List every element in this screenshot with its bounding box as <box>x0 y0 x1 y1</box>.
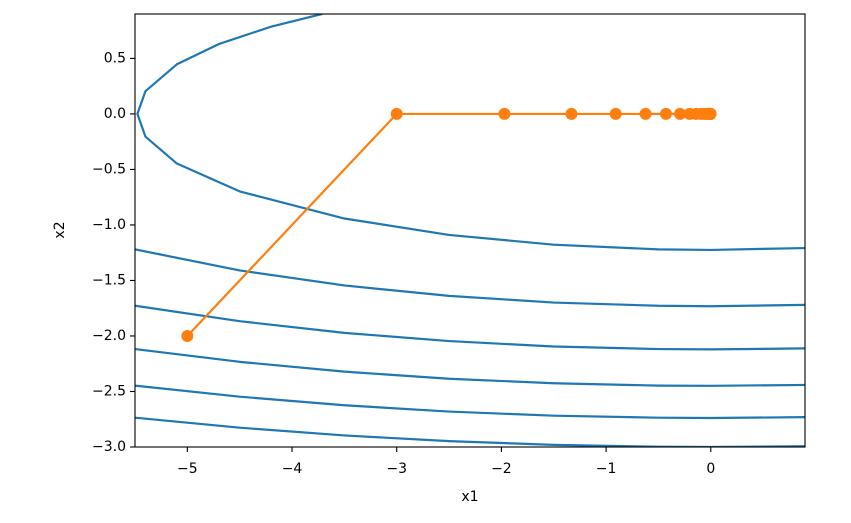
contour-line <box>186 112 712 337</box>
trajectory-point <box>659 107 672 120</box>
plot-area <box>135 14 805 447</box>
y-tick-label: −3.0 <box>92 439 126 455</box>
contour-line <box>135 248 805 308</box>
x-tick-label: −1 <box>596 461 617 477</box>
y-tick-label: −0.5 <box>92 161 126 177</box>
x-tick-label: −3 <box>386 461 407 477</box>
y-axis-label: x2 <box>52 221 68 238</box>
trajectory-point <box>390 107 403 120</box>
contour-line <box>135 384 805 420</box>
x-tick-label: −5 <box>177 461 198 477</box>
trajectory-point <box>704 107 717 120</box>
y-tick-label: −2.0 <box>92 328 126 344</box>
trajectory-point <box>639 107 652 120</box>
x-tick-label: 0 <box>706 461 715 477</box>
y-tick-label: −2.5 <box>92 383 126 399</box>
trajectory-point <box>674 107 687 120</box>
axes-frame <box>134 13 806 448</box>
contour-line <box>135 304 805 351</box>
y-tick-label: 0.0 <box>104 106 126 122</box>
y-tick-label: −1.5 <box>92 272 126 288</box>
x-tick-label: −4 <box>282 461 303 477</box>
trajectory-point <box>609 107 622 120</box>
x-axis-label: x1 <box>461 489 478 505</box>
contour-line <box>136 14 805 252</box>
y-tick-label: 0.5 <box>104 50 126 66</box>
contour-line <box>135 416 805 447</box>
trajectory-point <box>181 329 194 342</box>
contour-line <box>135 347 805 387</box>
x-tick-label: −2 <box>491 461 512 477</box>
trajectory-point <box>565 107 578 120</box>
y-tick-label: −1.0 <box>92 217 126 233</box>
trajectory-point <box>498 107 511 120</box>
